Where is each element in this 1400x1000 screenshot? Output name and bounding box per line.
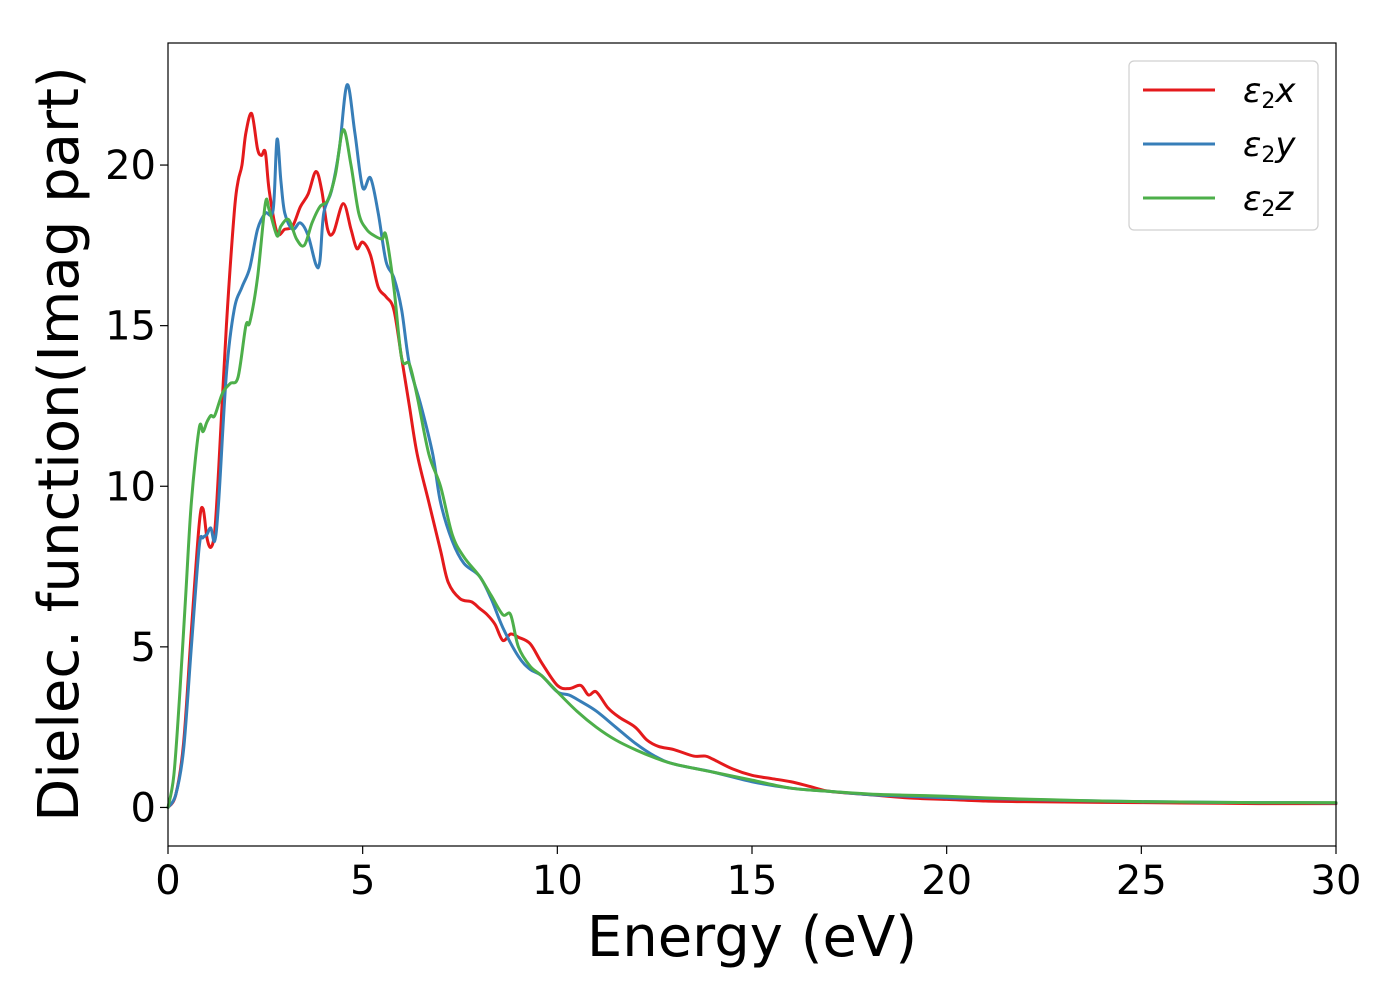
series-line-x bbox=[166, 111, 1338, 809]
y-tick-label: 5 bbox=[131, 625, 156, 671]
x-tick-label: 25 bbox=[1116, 858, 1167, 904]
x-tick-label: 5 bbox=[350, 858, 375, 904]
x-tick-label: 10 bbox=[532, 858, 583, 904]
y-axis-label: Dielec. function(Imag part) bbox=[27, 66, 92, 822]
series-line-z bbox=[166, 128, 1338, 809]
y-tick-label: 10 bbox=[105, 464, 156, 510]
y-tick-label: 20 bbox=[105, 143, 156, 189]
x-tick-label: 15 bbox=[727, 858, 778, 904]
y-tick-label: 0 bbox=[131, 785, 156, 831]
plot-lines bbox=[166, 83, 1338, 809]
x-tick-label: 20 bbox=[921, 858, 972, 904]
legend-label-x: ε2x bbox=[1243, 71, 1296, 114]
legend-label-z: ε2z bbox=[1243, 179, 1294, 222]
legend-box bbox=[1128, 60, 1319, 231]
x-tick-label: 0 bbox=[155, 858, 180, 904]
x-axis-label: Energy (eV) bbox=[587, 905, 917, 970]
legend: ε2x ε2y ε2z bbox=[1128, 60, 1319, 231]
y-axis-ticks: 0 5 10 15 20 bbox=[105, 143, 168, 831]
x-tick-label: 30 bbox=[1311, 858, 1362, 904]
x-axis-ticks: 0 5 10 15 20 25 30 bbox=[155, 846, 1361, 904]
y-tick-label: 15 bbox=[105, 304, 156, 350]
legend-label-y: ε2y bbox=[1243, 125, 1296, 168]
